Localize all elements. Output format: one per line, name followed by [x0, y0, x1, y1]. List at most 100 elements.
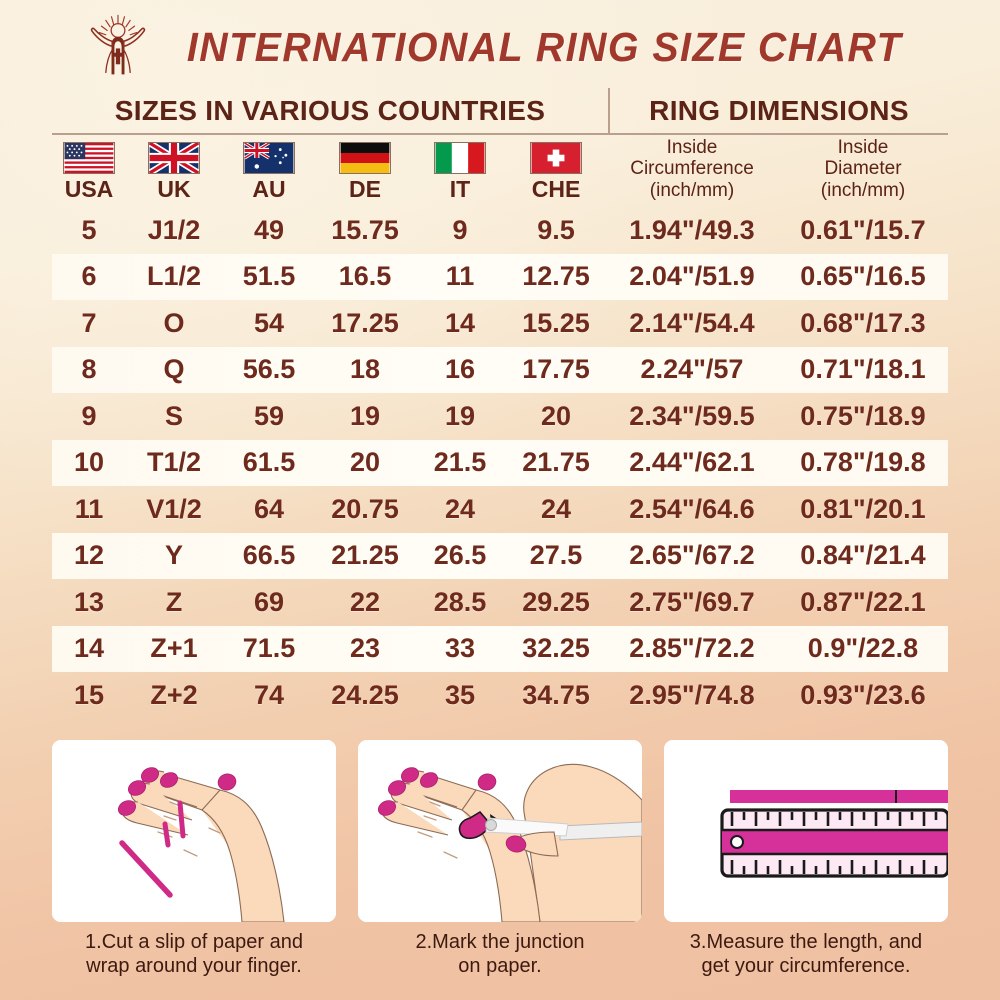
- cell-de: 15.75: [331, 214, 399, 245]
- column-header-it-label: IT: [449, 175, 471, 202]
- cell-usa: 14: [73, 633, 105, 664]
- cell-uk: T1/2: [146, 447, 202, 478]
- cell-de: 21.25: [331, 540, 399, 571]
- circumference-line3: (inch/mm): [649, 179, 735, 201]
- cell-de: 23: [349, 633, 381, 664]
- table-row: 7 O 54 17.25 14 15.25 2.14"/54.4 0.68"/17.3: [52, 300, 948, 347]
- cell-circumference: 1.94"/49.3: [629, 214, 755, 245]
- cell-che: 29.25: [522, 586, 590, 617]
- cell-uk: Q: [163, 354, 185, 385]
- cell-usa: 13: [73, 586, 105, 617]
- cell-uk: S: [164, 400, 183, 431]
- flag-australia-icon: [243, 141, 295, 174]
- risen-christ-logo-icon: [91, 14, 146, 75]
- table-row: 11 V1/2 64 20.75 24 24 2.54"/64.6 0.81"/20.1: [52, 486, 948, 533]
- cell-che: 15.25: [522, 307, 590, 338]
- cell-circumference: 2.44"/62.1: [629, 447, 755, 478]
- cell-it: 28.5: [433, 586, 487, 617]
- cell-circumference: 2.54"/64.6: [629, 493, 755, 524]
- group-header-dimensions: RING DIMENSIONS: [649, 94, 909, 126]
- page-header: INTERNATIONAL RING SIZE CHART: [0, 8, 1000, 86]
- column-header-de-label: DE: [349, 175, 381, 202]
- cell-che: 27.5: [529, 540, 583, 571]
- cell-usa: 8: [81, 354, 97, 385]
- flag-switzerland-icon: [530, 141, 582, 174]
- cell-it: 19: [444, 400, 476, 431]
- column-header-usa-label: USA: [64, 175, 114, 202]
- cell-circumference: 2.04"/51.9: [629, 261, 755, 292]
- cell-circumference: 2.85"/72.2: [629, 633, 755, 664]
- table-row: 15 Z+2 74 24.25 35 34.75 2.95"/74.8 0.93"/23.6: [52, 672, 948, 719]
- cell-au: 74: [253, 679, 285, 710]
- cell-diameter: 0.78"/19.8: [800, 447, 926, 478]
- cell-usa: 5: [81, 214, 97, 245]
- diameter-line1: Inside: [837, 137, 889, 159]
- cell-circumference: 2.65"/67.2: [629, 540, 755, 571]
- hand-with-paper-strip-illustration: [52, 740, 336, 922]
- cell-diameter: 0.84"/21.4: [800, 540, 926, 571]
- cell-de: 18: [349, 354, 381, 385]
- cell-uk: V1/2: [146, 493, 202, 524]
- step-2-caption: 2.Mark the junction on paper.: [415, 931, 585, 977]
- column-header-inside-circumference: Inside Circumference (inch/mm): [606, 135, 778, 203]
- cell-diameter: 0.65"/16.5: [800, 261, 926, 292]
- table-row: 9 S 59 19 19 20 2.34"/59.5 0.75"/18.9: [52, 393, 948, 440]
- step-3-caption: 3.Measure the length, and get your circu…: [689, 931, 923, 977]
- cell-diameter: 0.71"/18.1: [800, 354, 926, 385]
- cell-au: 56.5: [242, 354, 296, 385]
- cell-diameter: 0.81"/20.1: [800, 493, 926, 524]
- cell-uk: O: [163, 307, 185, 338]
- cell-it: 14: [444, 307, 476, 338]
- ruler-measuring-paper-strip-illustration: [664, 740, 948, 922]
- diameter-line3: (inch/mm): [820, 179, 906, 201]
- circumference-line2: Circumference: [630, 158, 754, 180]
- cell-it: 9: [452, 214, 468, 245]
- cell-uk: Z+2: [150, 679, 198, 710]
- cell-diameter: 0.93"/23.6: [800, 679, 926, 710]
- table-row: 10 T1/2 61.5 20 21.5 21.75 2.44"/62.1 0.78"/19.…: [52, 439, 948, 486]
- table-column-header-row: USA UK: [52, 135, 948, 203]
- group-header-countries: SIZES IN VARIOUS COUNTRIES: [114, 94, 546, 126]
- cell-it: 16: [444, 354, 476, 385]
- cell-de: 19: [349, 400, 381, 431]
- column-header-au: AU: [222, 135, 316, 203]
- cell-diameter: 0.61"/15.7: [800, 214, 926, 245]
- column-header-au-label: AU: [252, 175, 286, 202]
- cell-usa: 6: [81, 261, 97, 292]
- cell-che: 17.75: [522, 354, 590, 385]
- cell-che: 24: [540, 493, 572, 524]
- cell-it: 21.5: [433, 447, 487, 478]
- step-3-card: [664, 740, 948, 922]
- cell-che: 20: [540, 400, 572, 431]
- table-group-header-row: SIZES IN VARIOUS COUNTRIES RING DIMENSIO…: [52, 88, 948, 133]
- cell-che: 21.75: [522, 447, 590, 478]
- cell-diameter: 0.68"/17.3: [800, 307, 926, 338]
- ring-size-table: SIZES IN VARIOUS COUNTRIES RING DIMENSIO…: [52, 88, 948, 719]
- cell-circumference: 2.95"/74.8: [629, 679, 755, 710]
- cell-usa: 12: [73, 540, 105, 571]
- header-vertical-divider: [608, 88, 610, 133]
- table-row: 13 Z 69 22 28.5 29.25 2.75"/69.7 0.87"/22.1: [52, 579, 948, 626]
- step-1-caption: 1.Cut a slip of paper and wrap around yo…: [85, 931, 303, 977]
- cell-che: 32.25: [522, 633, 590, 664]
- flag-usa-icon: [63, 141, 115, 174]
- table-row: 12 Y 66.5 21.25 26.5 27.5 2.65"/67.2 0.84"/21.4: [52, 532, 948, 579]
- hands-marking-paper-with-pen-illustration: [358, 740, 642, 922]
- cell-usa: 9: [81, 400, 97, 431]
- cell-uk: Z+1: [150, 633, 198, 664]
- cell-usa: 7: [81, 307, 97, 338]
- step-2-card: [358, 740, 642, 922]
- diameter-line2: Diameter: [824, 158, 902, 180]
- column-header-che-label: CHE: [531, 175, 581, 202]
- cell-usa: 11: [74, 493, 104, 524]
- cell-circumference: 2.24"/57: [640, 354, 744, 385]
- cell-che: 12.75: [522, 261, 590, 292]
- cell-che: 9.5: [537, 214, 575, 245]
- cell-au: 59: [253, 400, 285, 431]
- cell-de: 22: [349, 586, 381, 617]
- cell-de: 20: [349, 447, 381, 478]
- cell-au: 69: [253, 586, 285, 617]
- cell-circumference: 2.14"/54.4: [629, 307, 755, 338]
- column-header-uk-label: UK: [157, 175, 191, 202]
- table-row: 8 Q 56.5 18 16 17.75 2.24"/57 0.71"/18.1: [52, 346, 948, 393]
